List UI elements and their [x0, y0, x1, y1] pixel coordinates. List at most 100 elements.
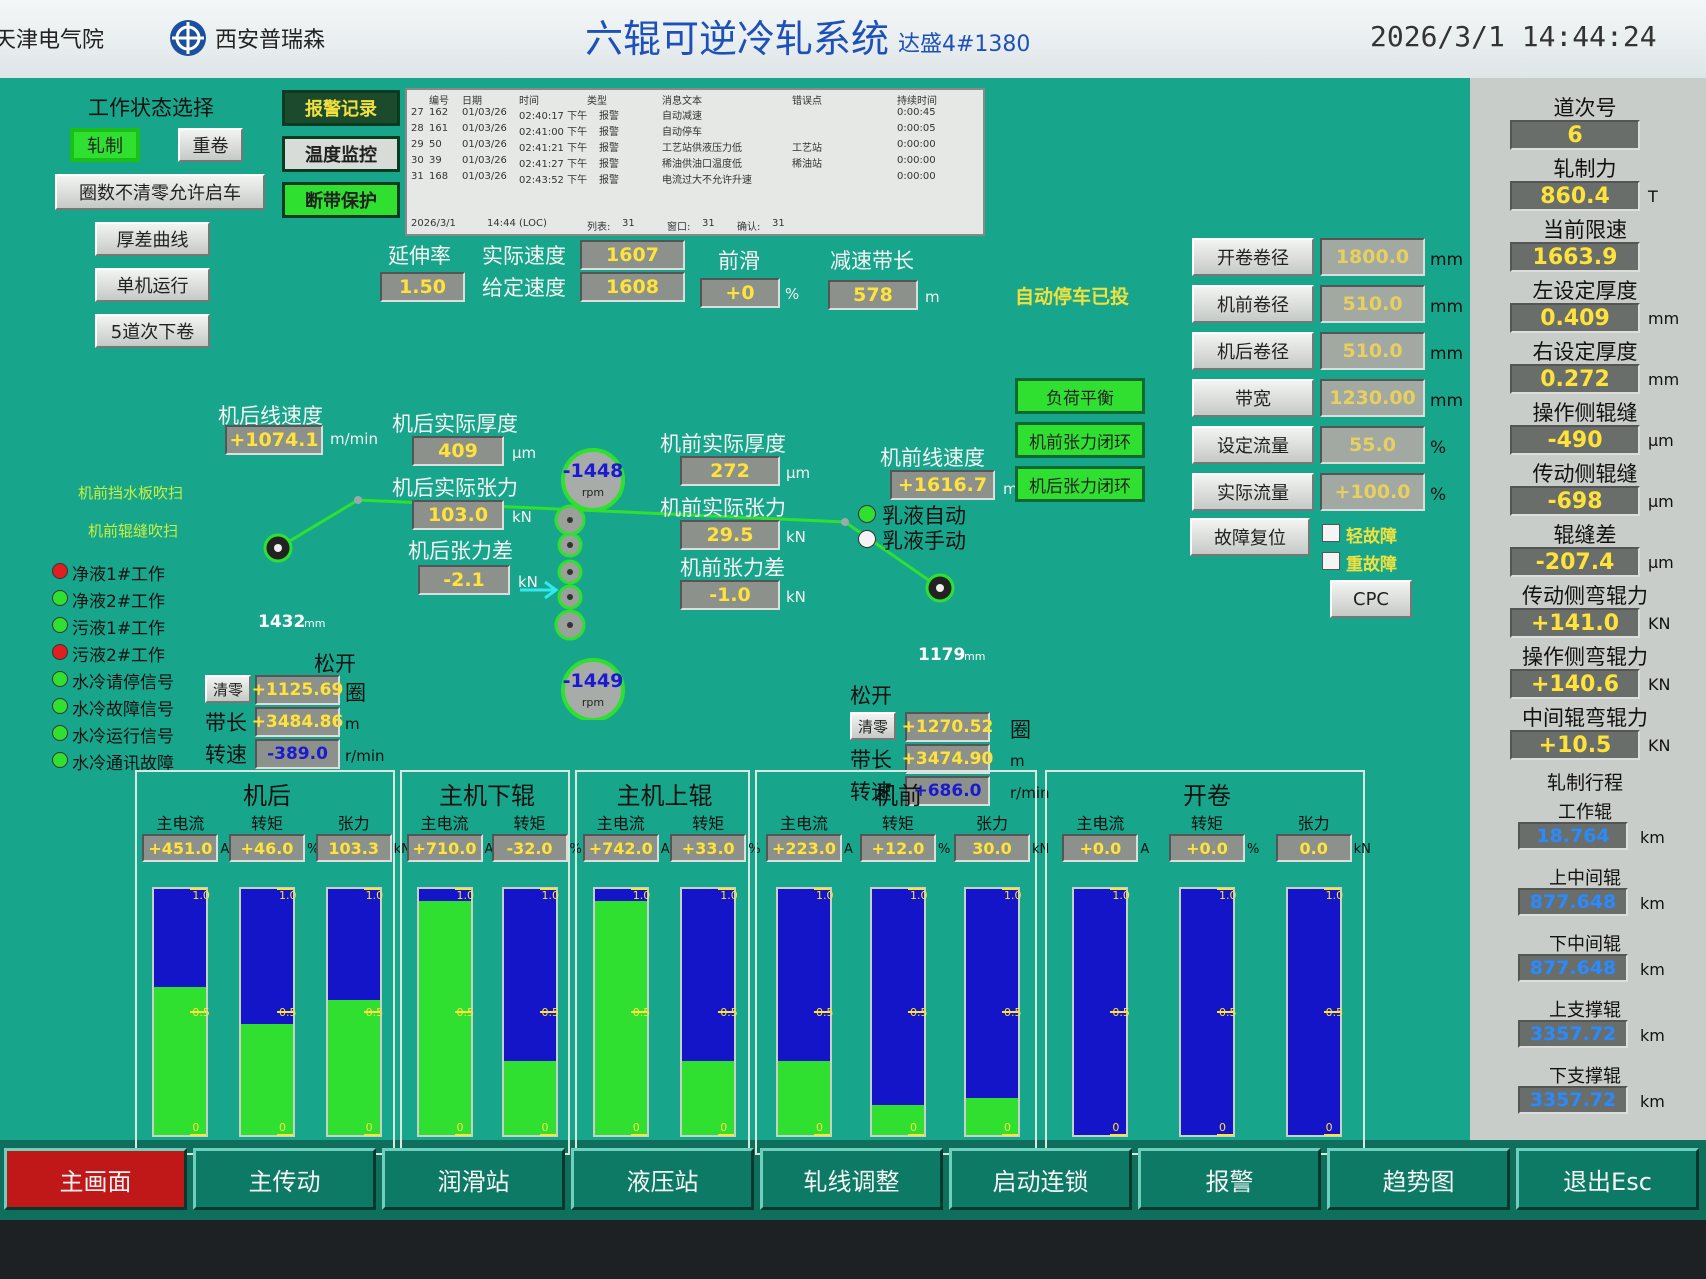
table-cell: 0:00:45 [897, 107, 936, 118]
scale-label: 0.5 [1112, 1006, 1130, 1019]
mode-button[interactable]: 厚差曲线 [95, 222, 210, 256]
roll-unit: rpm [581, 696, 605, 709]
reset-button[interactable]: 清零 [205, 675, 251, 703]
gauge-fill [418, 901, 471, 1135]
fault-reset[interactable]: 故障复位 [1190, 518, 1310, 556]
rolling-label: 中间辊弯辊力 [1522, 706, 1648, 730]
scale-tick [1323, 1011, 1340, 1013]
field-value: 103.0 [412, 500, 504, 530]
scale-label: 0.5 [279, 1006, 297, 1019]
gauge-unit: % [938, 842, 951, 857]
nav-button[interactable]: 主画面 [4, 1148, 187, 1210]
gauge-label: 主电流 [596, 814, 645, 833]
nav-button[interactable]: 退出Esc [1516, 1148, 1699, 1210]
control-button[interactable]: 机前张力闭环 [1015, 422, 1145, 458]
scale-tick [454, 888, 471, 890]
rolling-label: 辊缝差 [1553, 523, 1617, 547]
menu-button[interactable]: 断带保护 [282, 182, 400, 218]
param-label[interactable]: 设定流量 [1192, 426, 1314, 464]
control-button[interactable]: 机后张力闭环 [1015, 466, 1145, 502]
menu-button[interactable]: 温度监控 [282, 136, 400, 172]
roll-speed: -1448 [562, 460, 624, 482]
signal-label: 净液1#工作 [72, 565, 166, 585]
table-cell: 01/03/26 [462, 123, 507, 134]
scale-label: 1.0 [816, 889, 834, 902]
scale-label: 0.5 [910, 1006, 928, 1019]
gauge-fill [778, 1061, 830, 1135]
signal-led [52, 698, 68, 714]
nav-button[interactable]: 轧线调整 [760, 1148, 943, 1210]
scale-tick [1217, 1011, 1233, 1013]
nav-button[interactable]: 报警 [1138, 1148, 1321, 1210]
table-cell: 02:41:00 下午 [519, 127, 588, 138]
nav-button[interactable]: 启动连锁 [949, 1148, 1132, 1210]
param-label[interactable]: 机前卷径 [1192, 285, 1314, 323]
gauge-bar: 0 0.5 1.0 [776, 887, 834, 1137]
scale-tick [1217, 1134, 1233, 1136]
rolling-value: +10.5 [1510, 730, 1640, 760]
roll-unit: rpm [581, 486, 605, 499]
reset-button[interactable]: 清零 [850, 712, 896, 740]
group-name: 主机下辊 [439, 782, 535, 810]
travel-label: 下中间辊 [1549, 934, 1621, 955]
scale-label: 0 [1004, 1121, 1011, 1134]
table-cell: 稀油供油口温度低 [662, 159, 742, 170]
field-value: 578 [828, 280, 918, 310]
field-value: +0 [700, 278, 780, 308]
coil-speed: -389.0 [255, 739, 340, 769]
table-cell: 报警 [599, 159, 619, 170]
field-unit: kN [518, 573, 538, 591]
control-button[interactable]: 负荷平衡 [1015, 378, 1145, 414]
gauge-bar: 0 0.5 1.0 [870, 887, 928, 1137]
signal-label: 污液2#工作 [72, 646, 166, 666]
bezel [0, 1220, 1706, 1279]
mode-button[interactable]: 轧制 [70, 128, 140, 162]
roll-shape [567, 594, 573, 600]
field-value: -2.1 [418, 565, 510, 595]
travel-label: 上支撑辊 [1549, 1000, 1621, 1021]
travel-value: 18.764 [1518, 822, 1628, 850]
param-label[interactable]: 带宽 [1192, 379, 1314, 417]
gauge-fill [682, 1061, 735, 1135]
cpc-button[interactable]: CPC [1330, 580, 1412, 618]
scale-tick [1110, 1134, 1127, 1136]
table-cell: 报警 [599, 143, 619, 154]
mode-button[interactable]: 重卷 [178, 128, 243, 162]
mode-button[interactable]: 圈数不清零允许启车 [55, 174, 265, 210]
travel-unit: km [1640, 960, 1665, 979]
table-cell: 01/03/26 [462, 155, 507, 166]
gauge-bar: 0 0.5 1.0 [1285, 887, 1343, 1137]
param-unit: mm [1430, 297, 1464, 317]
scale-tick [814, 888, 830, 890]
scale-tick [1323, 888, 1340, 890]
table-cell: 02:41:27 下午 [519, 159, 588, 170]
scale-tick [277, 1134, 293, 1136]
table-cell: 电流过大不允许升速 [662, 175, 752, 186]
mode-button[interactable]: 单机运行 [95, 268, 210, 302]
coil-release: 松开 [850, 684, 892, 708]
org-name: 天津电气院 [0, 28, 105, 53]
signal-label: 污液1#工作 [72, 619, 166, 639]
gauge-unit: % [748, 842, 761, 857]
nav-button[interactable]: 主传动 [193, 1148, 376, 1210]
table-cell: 0:00:00 [897, 139, 936, 150]
nav-button[interactable]: 趋势图 [1327, 1148, 1510, 1210]
mode-button[interactable]: 5道次下卷 [95, 314, 210, 348]
scale-label: 1.0 [632, 889, 651, 902]
scale-label: 0.5 [456, 1006, 475, 1019]
table-footer: 31 [702, 218, 715, 229]
table-header: 日期 [462, 96, 482, 107]
gauge-value: 103.3 [315, 834, 392, 862]
menu-button[interactable]: 报警记录 [282, 90, 400, 126]
nav-button[interactable]: 润滑站 [382, 1148, 565, 1210]
field-label: 机前实际张力 [660, 496, 786, 520]
table-cell: 01/03/26 [462, 139, 507, 150]
nav-button[interactable]: 液压站 [571, 1148, 754, 1210]
param-label[interactable]: 实际流量 [1192, 473, 1314, 511]
param-label[interactable]: 开卷卷径 [1192, 238, 1314, 276]
gauge-label: 张力 [337, 814, 370, 833]
param-label[interactable]: 机后卷径 [1192, 332, 1314, 370]
table-cell: 0:00:00 [897, 155, 936, 166]
roll-shape [567, 622, 573, 628]
table-footer: 31 [772, 218, 785, 229]
